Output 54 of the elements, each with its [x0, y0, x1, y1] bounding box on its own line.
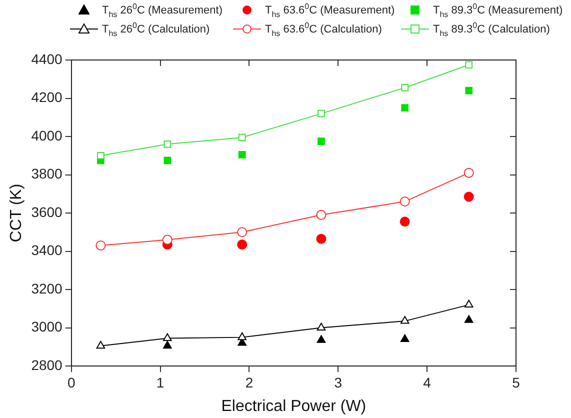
point — [316, 234, 326, 244]
point — [464, 168, 474, 178]
y-tick-label: 4200 — [31, 89, 63, 106]
y-tick-label: 3800 — [31, 166, 63, 182]
point — [162, 340, 172, 349]
legend-label: T$_{hs}$ 89.3$^{0}$C (Measurement) — [433, 2, 563, 19]
point — [464, 315, 474, 323]
y-tick-label: 3400 — [31, 242, 63, 258]
x-tick-label: 5 — [512, 374, 520, 390]
legend-label: T$_{hs}$ 26$^{0}$C (Measurement) — [102, 2, 223, 19]
legend-label: T$_{hs}$ 26$^{0}$C (Calculation) — [102, 20, 210, 38]
x-tick-label: 1 — [156, 374, 164, 390]
point — [318, 110, 325, 118]
x-axis-title: Electrical Power (W) — [221, 398, 366, 415]
point — [238, 150, 246, 158]
y-tick-label: 4000 — [31, 127, 63, 144]
point — [96, 240, 106, 251]
legend-label: T$_{hs}$ 63.6$^{0}$C (Calculation) — [265, 20, 382, 38]
point — [238, 134, 246, 142]
point — [401, 84, 409, 92]
x-tick-label: 3 — [334, 374, 342, 390]
y-tick-label: 3000 — [31, 318, 63, 335]
y-axis-title: CCT (K) — [8, 184, 26, 242]
point — [465, 61, 473, 68]
point — [238, 332, 246, 340]
point — [316, 335, 326, 343]
point — [465, 86, 473, 94]
point — [400, 196, 410, 207]
y-tick-label: 2800 — [31, 356, 63, 373]
point — [400, 316, 410, 324]
point — [237, 240, 248, 250]
y-tick-label: 3600 — [31, 204, 63, 220]
point — [400, 334, 410, 342]
point — [162, 234, 172, 245]
point — [164, 156, 172, 164]
x-tick-label: 2 — [245, 374, 254, 390]
point — [237, 227, 248, 238]
point — [164, 140, 172, 148]
point — [400, 216, 410, 227]
x-tick-label: 0 — [67, 374, 76, 390]
point — [318, 138, 325, 145]
point — [97, 152, 104, 160]
point — [401, 104, 409, 112]
point — [316, 210, 326, 220]
point — [96, 340, 106, 349]
x-tick-label: 4 — [423, 374, 432, 390]
point — [316, 322, 326, 330]
legend-label: T$_{hs}$ 63.6$^{0}$C (Measurement) — [265, 2, 395, 19]
y-tick-label: 4400 — [31, 50, 63, 67]
point — [464, 192, 474, 202]
legend-label: T$_{hs}$ 89.3$^{0}$C (Calculation) — [433, 20, 550, 38]
point — [464, 300, 474, 308]
point — [162, 333, 172, 342]
y-tick-label: 3200 — [31, 280, 63, 296]
